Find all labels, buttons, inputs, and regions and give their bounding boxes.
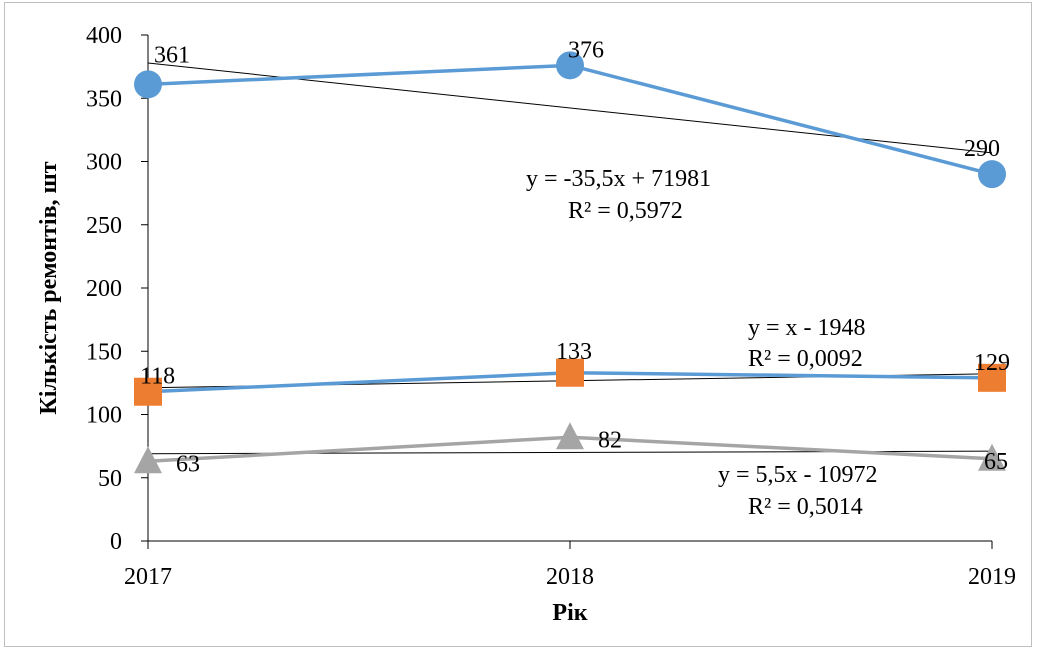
trendline-r-squared: R² = 0,5972: [568, 198, 683, 224]
data-label: 63: [176, 451, 200, 477]
square-marker: [556, 358, 584, 387]
data-label: 290: [964, 136, 1000, 162]
square-marker: [978, 363, 1006, 392]
data-label: 376: [568, 37, 604, 63]
data-label: 118: [140, 364, 175, 390]
data-label: 361: [154, 42, 190, 68]
y-tick-label: 250: [86, 213, 122, 239]
square-marker: [134, 377, 162, 406]
trendline-equation: y = -35,5x + 71981: [526, 166, 711, 192]
trendline-equation: y = 5,5x - 10972: [718, 462, 878, 488]
y-tick-label: 400: [86, 23, 122, 49]
x-tick-label: 2017: [124, 564, 172, 590]
y-tick-label: 100: [86, 403, 122, 429]
series-lines: [147, 63, 993, 464]
data-label: 133: [556, 339, 592, 365]
circle-marker: [556, 51, 584, 80]
trendlines: [147, 62, 993, 455]
x-tick-label: 2018: [546, 564, 594, 590]
triangle-marker: [556, 422, 584, 450]
y-tick-label: 350: [86, 86, 122, 112]
circle-marker: [978, 160, 1006, 189]
circle-marker: [134, 70, 162, 99]
x-axis-title: Рік: [552, 600, 587, 626]
series-line-1: [147, 63, 993, 176]
y-tick-label: 50: [98, 466, 122, 492]
y-tick-label: 200: [86, 276, 122, 302]
y-axis-title: Кількість ремонтів, шт: [36, 161, 62, 414]
data-label: 129: [974, 350, 1010, 376]
markers: [134, 51, 1006, 474]
trendline-equation: y = x - 1948: [748, 315, 866, 341]
y-tick-label: 300: [86, 150, 122, 176]
triangle-marker: [978, 443, 1006, 471]
data-label: 82: [598, 427, 622, 453]
x-tick-label: 2019: [968, 564, 1016, 590]
data-label: 65: [984, 449, 1008, 475]
chart-frame: [4, 2, 1032, 647]
data-labels: 361 376 290 y = -35,5x + 71981 R² = 0,5972 11…: [140, 37, 1010, 520]
trendline-r-squared: R² = 0,0092: [748, 346, 863, 372]
triangle-marker: [134, 446, 162, 474]
trendline-r-squared: R² = 0,5014: [748, 494, 863, 520]
y-tick-label: 0: [110, 529, 122, 555]
axes: 0 50 100 150 200 250 300 350 400 2017 2018 2019: [86, 23, 1016, 590]
y-tick-label: 150: [86, 339, 122, 365]
